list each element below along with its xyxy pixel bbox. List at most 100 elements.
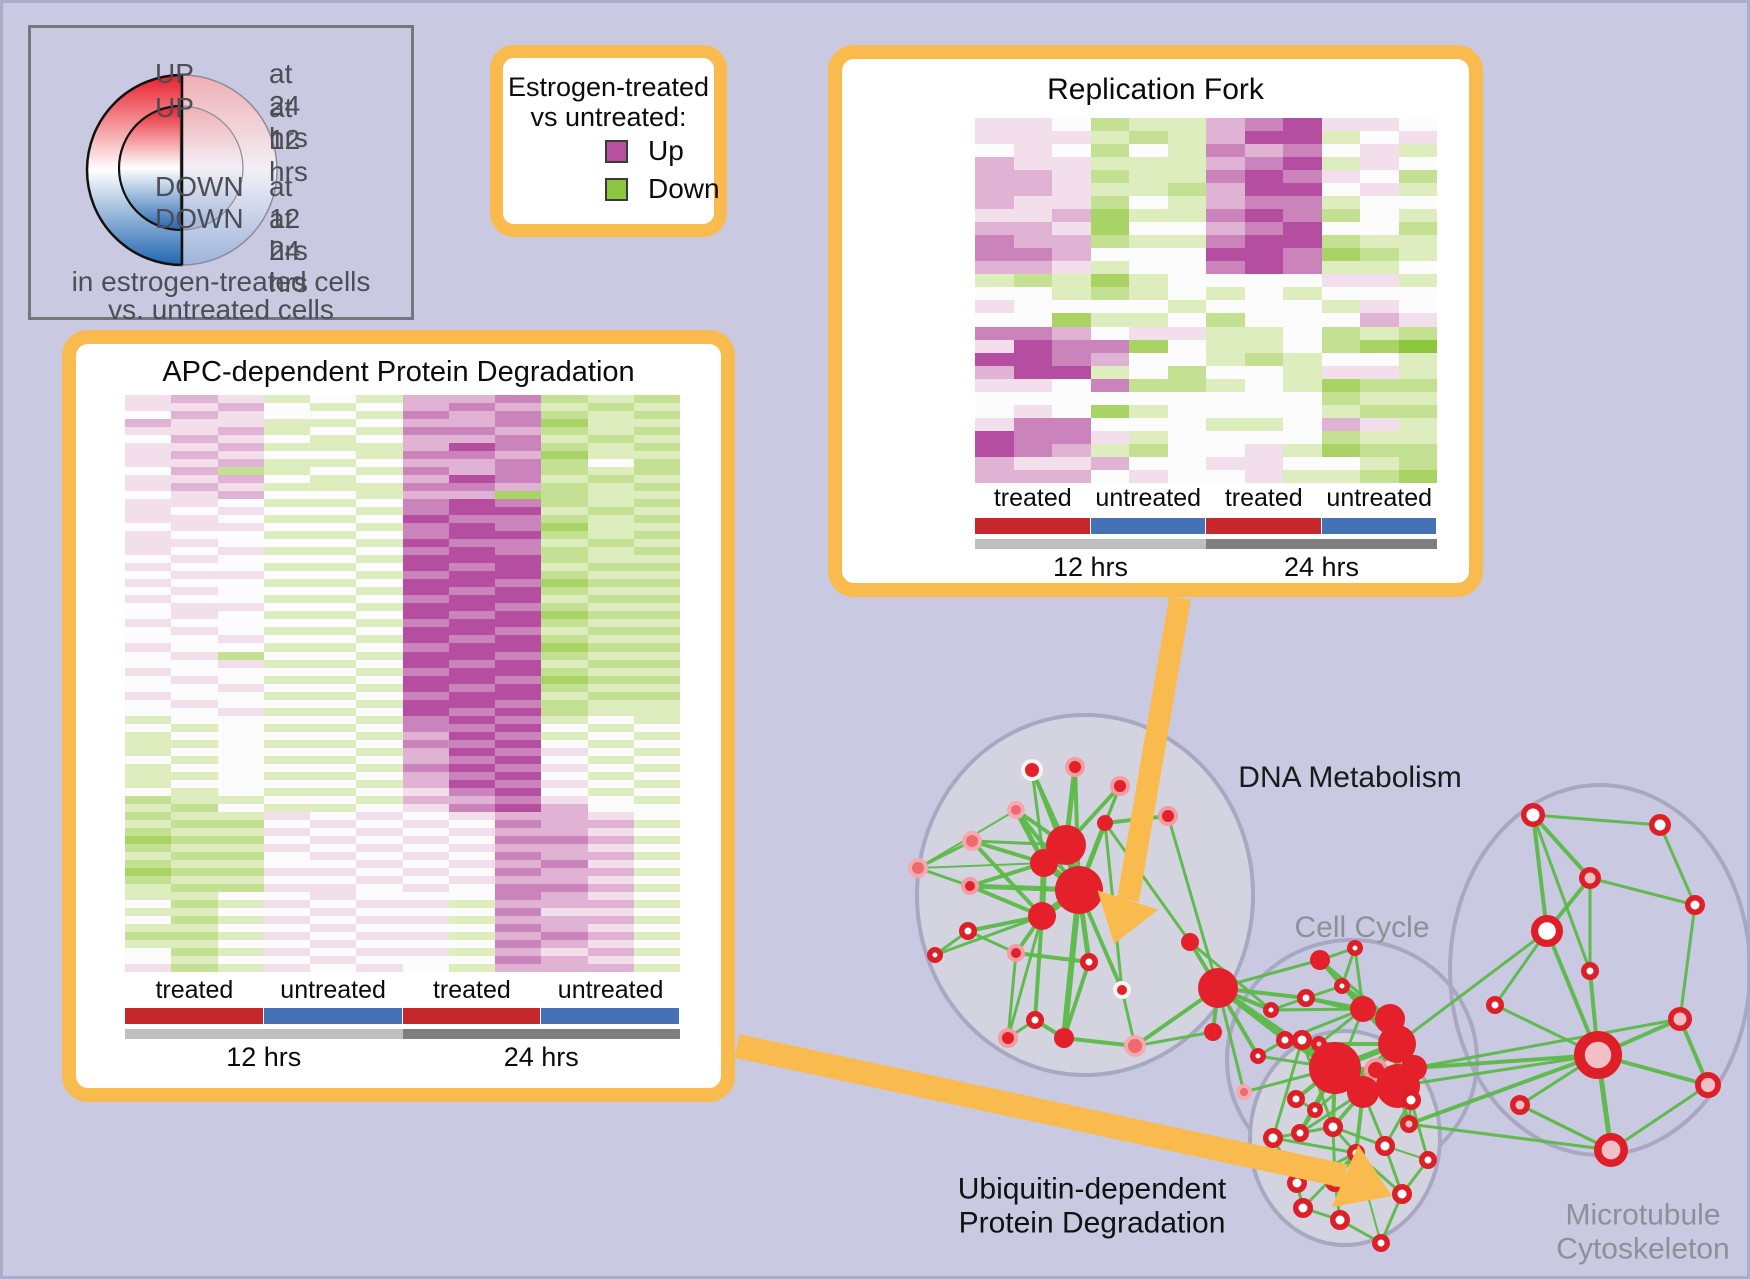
heatmap-cell [1283,196,1322,210]
heatmap-row [125,851,680,860]
heatmap-cell [125,475,172,484]
heatmap-cell [541,587,588,596]
heatmap-cell [402,924,449,933]
heatmap-cell [263,395,310,404]
heatmap-cell [633,595,680,604]
heatmap-cell [310,731,357,740]
heatmap-cell [171,627,218,636]
heatmap-cell [1167,391,1206,405]
heatmap-cell [171,587,218,596]
heatmap-cell [356,707,403,716]
heatmap-cell [217,531,264,540]
network-edge [1658,824,1697,906]
heatmap-cell [263,571,310,580]
heatmap-cell [1167,456,1206,470]
heatmap-cell [356,467,403,476]
heatmap-cell [1206,443,1245,457]
heatmap-row [125,491,680,500]
heatmap-row [975,352,1437,366]
heatmap-cell [975,287,1014,301]
heatmap-cell [587,483,634,492]
heatmap-row [975,391,1437,405]
heatmap-cell [171,595,218,604]
heatmap-row [975,417,1437,431]
heatmap-cell [1129,365,1168,379]
heatmap-cell [263,595,310,604]
heatmap-cell [402,940,449,949]
heatmap-cell [356,675,403,684]
cluster-label-ubiquitin-dependent-protein-degradation: Ubiquitin-dependent Protein Degradation [957,1172,1227,1239]
heatmap-cell [541,659,588,668]
heatmap-cell [1052,313,1091,327]
network-node-rp [1158,806,1178,826]
heatmap-cell [356,451,403,460]
heatmap-cell [1129,170,1168,184]
ring-time: at 12 hrs [269,171,308,266]
heatmap-cell [633,603,680,612]
heatmap-cell [263,851,310,860]
heatmap-cell [310,395,357,404]
heatmap-cell [217,675,264,684]
heatmap-cell [975,417,1014,431]
heatmap-cell [402,731,449,740]
heatmap-cell [633,723,680,732]
heatmap-cell [125,627,172,636]
heatmap-cell [217,875,264,884]
heatmap-cell [541,747,588,756]
up-color-swatch [605,140,628,163]
heatmap-cell [1398,443,1437,457]
heatmap-cell [541,755,588,764]
heatmap-row [125,419,680,428]
heatmap-cell [356,507,403,516]
heatmap-cell [310,851,357,860]
network-node-d [1297,989,1315,1007]
heatmap-cell [495,964,542,973]
heatmap-cell [125,587,172,596]
heatmap-row [125,699,680,708]
heatmap-cell [448,843,495,852]
heatmap-cell [356,403,403,412]
heatmap-cell [263,435,310,444]
heatmap-cell [217,843,264,852]
heatmap-cell [1321,287,1360,301]
network-node-wp [1113,981,1131,999]
heatmap-cell [541,451,588,460]
heatmap-cell [217,451,264,460]
network-node-d [1486,996,1504,1014]
heatmap-cell [975,274,1014,288]
heatmap-cell [495,795,542,804]
heatmap-cell [217,667,264,676]
heatmap-cell [633,779,680,788]
heatmap-cell [495,507,542,516]
heatmap-cell [171,603,218,612]
heatmap-cell [1090,144,1129,158]
network-node-d [1250,1048,1266,1064]
heatmap-cell [1321,417,1360,431]
heatmap-cell [495,579,542,588]
heatmap-cell [263,579,310,588]
heatmap-cell [1129,287,1168,301]
heatmap-cell [1052,170,1091,184]
heatmap-cell [448,891,495,900]
network-node-d [1263,1002,1279,1018]
ring-time: at 24 hrs [269,203,308,298]
heatmap-cell [587,499,634,508]
heatmap-cell [1360,183,1399,197]
heatmap-cell [402,723,449,732]
heatmap-cell [1052,417,1091,431]
heatmap-cell [217,467,264,476]
heatmap-cell [448,940,495,949]
heatmap-cell [1090,365,1129,379]
heatmap-cell [587,811,634,820]
heatmap-cell [217,507,264,516]
heatmap-cell [263,867,310,876]
heatmap-cell [356,908,403,917]
heatmap-cell [1206,248,1245,262]
heatmap-cell [1206,196,1245,210]
network-edge [1063,1036,1136,1048]
heatmap-cell [633,747,680,756]
heatmap-cell [975,209,1014,223]
heatmap-cell [1052,391,1091,405]
heatmap-cell [448,867,495,876]
heatmap-cell [402,499,449,508]
